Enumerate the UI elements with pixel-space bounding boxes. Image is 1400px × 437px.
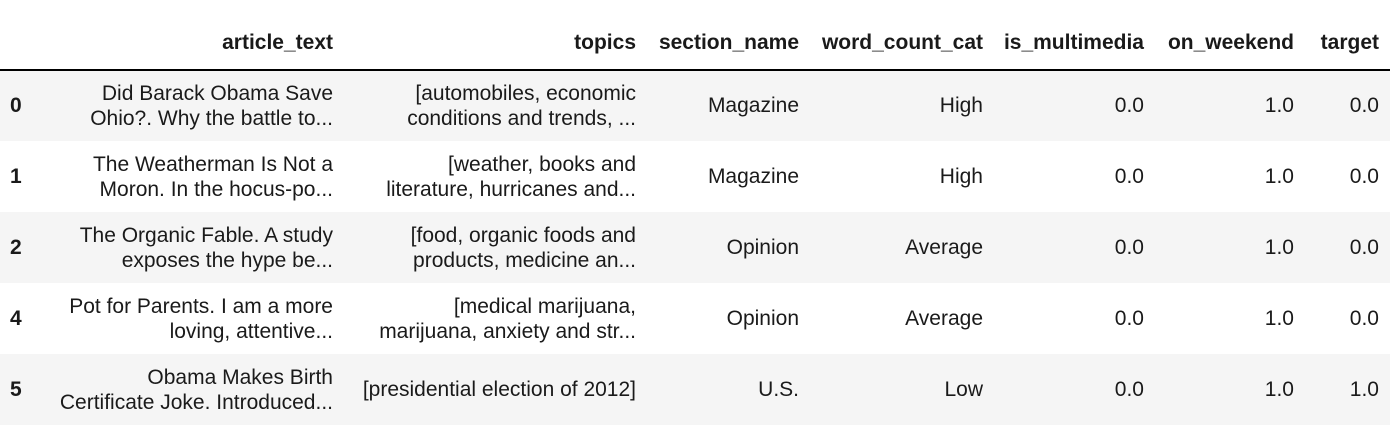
cell-word-count-cat: High [810,70,994,141]
header-row: article_text topics section_name word_co… [0,17,1390,71]
cell-is-multimedia: 0.0 [994,141,1155,212]
cell-word-count-cat: Low [810,354,994,425]
row-index: 4 [0,283,45,354]
cell-target: 1.0 [1305,354,1390,425]
cell-article-text: Pot for Parents. I am a more loving, att… [45,283,344,354]
cell-section-name: Magazine [647,70,810,141]
cell-section-name: U.S. [647,354,810,425]
cell-target: 0.0 [1305,212,1390,283]
table-row: 1 The Weatherman Is Not a Moron. In the … [0,141,1390,212]
table-row: 2 The Organic Fable. A study exposes the… [0,212,1390,283]
cell-is-multimedia: 0.0 [994,354,1155,425]
cell-target: 0.0 [1305,70,1390,141]
cell-line: marijuana, anxiety and str... [379,319,636,343]
cell-article-text: The Organic Fable. A study exposes the h… [45,212,344,283]
cell-article-text: Obama Makes Birth Certificate Joke. Intr… [45,354,344,425]
column-header-word-count-cat: word_count_cat [810,17,994,71]
column-header-article-text: article_text [45,17,344,71]
cell-line: Certificate Joke. Introduced... [59,390,333,414]
cell-on-weekend: 1.0 [1155,141,1305,212]
cell-line: [presidential election of 2012] [362,378,636,401]
cell-on-weekend: 1.0 [1155,283,1305,354]
cell-topics: [food, organic foods and products, medic… [344,212,647,283]
cell-line: exposes the hype be... [121,248,333,272]
cell-topics: [weather, books and literature, hurrican… [344,141,647,212]
cell-line: The Weatherman Is Not a [92,152,333,176]
cell-line: Obama Makes Birth [147,365,333,389]
cell-word-count-cat: High [810,141,994,212]
cell-section-name: Magazine [647,141,810,212]
cell-section-name: Opinion [647,283,810,354]
cell-on-weekend: 1.0 [1155,354,1305,425]
cell-word-count-cat: Average [810,212,994,283]
cell-line: [weather, books and [448,152,636,176]
cell-section-name: Opinion [647,212,810,283]
cell-word-count-cat: Average [810,283,994,354]
cell-is-multimedia: 0.0 [994,212,1155,283]
row-index: 2 [0,212,45,283]
cell-article-text: The Weatherman Is Not a Moron. In the ho… [45,141,344,212]
row-index: 5 [0,354,45,425]
table-row: 0 Did Barack Obama Save Ohio?. Why the b… [0,70,1390,141]
cell-article-text: Did Barack Obama Save Ohio?. Why the bat… [45,70,344,141]
cell-is-multimedia: 0.0 [994,283,1155,354]
cell-line: Moron. In the hocus-po... [99,177,333,201]
column-header-target: target [1305,17,1390,71]
column-header-is-multimedia: is_multimedia [994,17,1155,71]
column-header-section-name: section_name [647,17,810,71]
cell-line: conditions and trends, ... [407,107,636,130]
index-header [0,17,45,71]
cell-target: 0.0 [1305,141,1390,212]
cell-line: loving, attentive... [169,319,333,343]
cell-is-multimedia: 0.0 [994,70,1155,141]
cell-topics: [automobiles, economic conditions and tr… [344,70,647,141]
cell-on-weekend: 1.0 [1155,70,1305,141]
row-index: 0 [0,70,45,141]
cell-line: Ohio?. Why the battle to... [90,107,333,130]
cell-line: literature, hurricanes and... [386,177,636,201]
cell-line: Did Barack Obama Save [101,82,333,105]
column-header-topics: topics [344,17,647,71]
cell-line: Pot for Parents. I am a more [69,294,333,318]
cell-line: The Organic Fable. A study [79,223,333,247]
cell-target: 0.0 [1305,283,1390,354]
table-row: 4 Pot for Parents. I am a more loving, a… [0,283,1390,354]
cell-topics: [medical marijuana, marijuana, anxiety a… [344,283,647,354]
cell-on-weekend: 1.0 [1155,212,1305,283]
column-header-on-weekend: on_weekend [1155,17,1305,71]
cell-line: [medical marijuana, [453,294,636,318]
dataframe-table: article_text topics section_name word_co… [0,17,1390,425]
cell-line: [automobiles, economic [415,82,636,105]
cell-line: [food, organic foods and [410,223,636,247]
cell-topics: [presidential election of 2012] [344,354,647,425]
row-index: 1 [0,141,45,212]
table-row: 5 Obama Makes Birth Certificate Joke. In… [0,354,1390,425]
cell-line: products, medicine an... [413,248,636,272]
